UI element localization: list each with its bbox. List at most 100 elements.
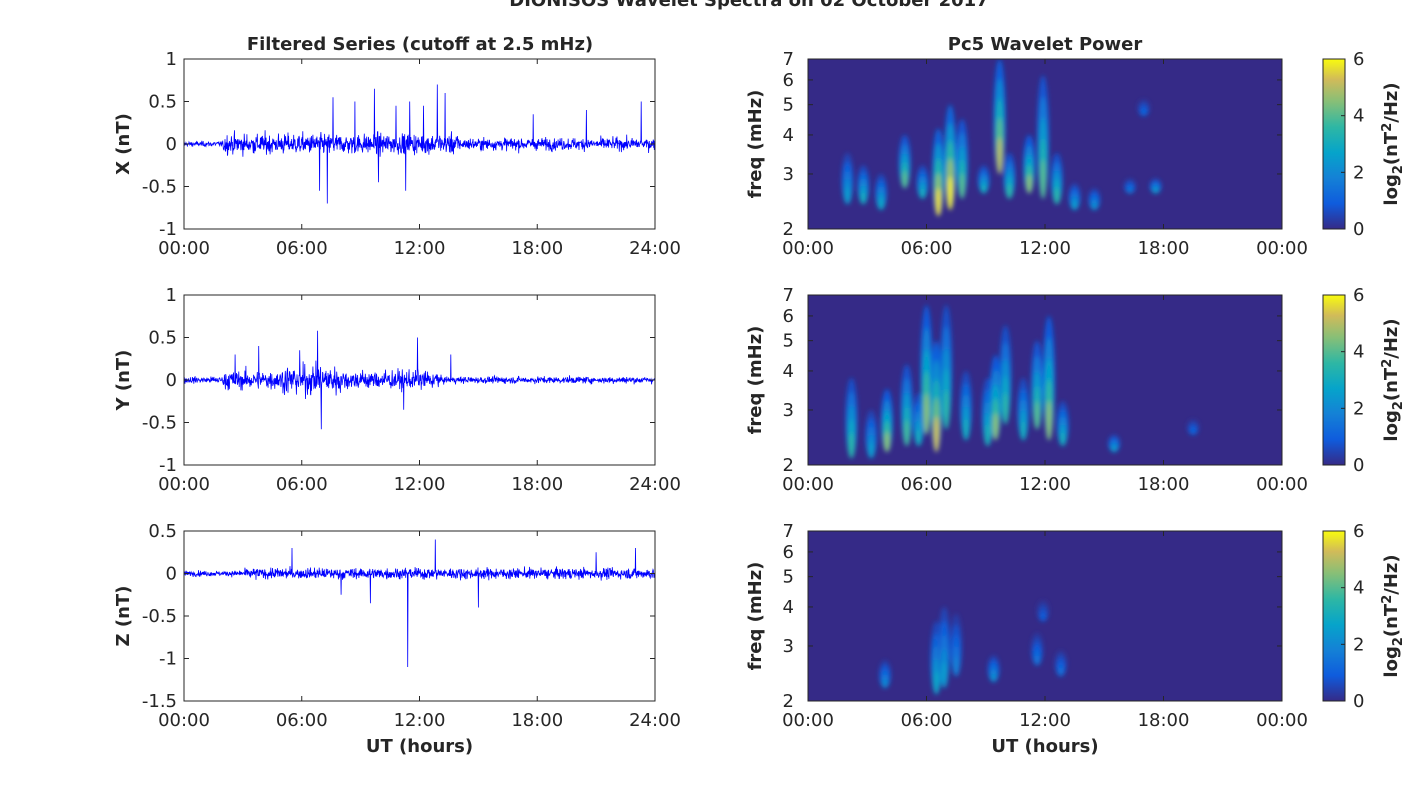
colorbar-label: log2(nT2/Hz) — [1380, 318, 1406, 441]
power-blob — [848, 432, 855, 459]
x-tick-label: 00:00 — [1256, 238, 1308, 259]
power-blob — [1020, 420, 1027, 441]
y-tick-label: 3 — [783, 164, 794, 185]
x-tick-label: 00:00 — [1256, 710, 1308, 731]
colorbar-label-part: 2 — [1391, 165, 1406, 174]
colorbar-label-part: 2 — [1391, 637, 1406, 646]
power-blob — [1071, 201, 1078, 211]
series-panel-1: -1 -0.5 0 0.5 1 00:00 06:00 12:00 18:00 24:00 X (n… — [113, 49, 681, 259]
power-blob — [953, 656, 959, 677]
y-tick-label: -1 — [159, 455, 177, 476]
y-tick-label: 7 — [783, 521, 794, 542]
power-blob — [915, 429, 922, 447]
x-tick-label: 00:00 — [782, 474, 834, 495]
y-tick-label: 2 — [783, 219, 794, 240]
x-tick-label: 06:00 — [276, 238, 328, 259]
power-blob — [1002, 392, 1009, 425]
y-tick-label: 0 — [166, 134, 177, 155]
y-tick-label: -0.5 — [142, 177, 177, 198]
colorbar-label-part: (nT — [1381, 603, 1402, 637]
y-tick-label: -1.5 — [142, 691, 177, 712]
y-tick-label: -1 — [159, 219, 177, 240]
y-tick-label: 5 — [783, 95, 794, 116]
power-blob — [1091, 203, 1098, 211]
x-tick-label: 18:00 — [1138, 238, 1190, 259]
colorbar-tick-label: 0 — [1353, 691, 1364, 712]
power-blob — [1059, 431, 1066, 447]
colorbar-tick-label: 2 — [1353, 634, 1364, 655]
colorbar-label-part: log — [1381, 410, 1402, 441]
colorbar-gradient — [1322, 294, 1346, 466]
y-tick-label: -0.5 — [142, 606, 177, 627]
power-blob — [1111, 446, 1117, 453]
y-axis-label: freq (mHz) — [745, 90, 766, 199]
left-column-title: Filtered Series (cutoff at 2.5 mHz) — [247, 34, 593, 55]
power-blob — [959, 173, 965, 199]
power-blob — [923, 393, 930, 435]
power-blob — [1034, 655, 1040, 666]
y-axis-label: Y (nT) — [113, 350, 134, 412]
y-tick-label: 0.5 — [148, 521, 177, 542]
colorbar-label-part: log — [1381, 174, 1402, 205]
colorbar-label: log2(nT2/Hz) — [1380, 554, 1406, 677]
x-tick-label: 00:00 — [782, 238, 834, 259]
y-axis-label: X (nT) — [113, 113, 134, 175]
power-blob — [992, 412, 999, 441]
colorbar-label-part: (nT — [1381, 131, 1402, 165]
y-tick-label: 0.5 — [148, 328, 177, 349]
y-tick-label: 5 — [783, 331, 794, 352]
x-tick-label: 12:00 — [1019, 474, 1071, 495]
power-blob — [933, 416, 940, 453]
y-tick-label: 0 — [166, 370, 177, 391]
colorbar-label-part: 2 — [1380, 123, 1395, 132]
power-blobs — [845, 305, 1200, 459]
power-blob — [1040, 159, 1046, 199]
y-tick-label: 1 — [166, 49, 177, 70]
x-tick-label: 06:00 — [901, 238, 953, 259]
x-tick-label: 06:00 — [276, 710, 328, 731]
x-axis-label: UT (hours) — [991, 736, 1098, 757]
x-tick-label: 06:00 — [901, 474, 953, 495]
power-blobs — [879, 600, 1067, 695]
power-blob — [1046, 400, 1052, 441]
colorbar-label-part: /Hz) — [1381, 318, 1402, 358]
colorbar-gradient — [1322, 58, 1346, 230]
y-axis-label: freq (mHz) — [745, 562, 766, 671]
axes-box — [183, 530, 656, 702]
power-blob — [903, 419, 910, 447]
colorbar-tick-label: 6 — [1353, 521, 1364, 542]
x-tick-label: 06:00 — [276, 474, 328, 495]
series-line — [183, 539, 656, 668]
x-tick-label: 24:00 — [629, 238, 681, 259]
power-blob — [878, 198, 884, 211]
power-blob — [1152, 188, 1159, 194]
x-tick-label: 18:00 — [511, 238, 563, 259]
colorbar-label-part: 2 — [1391, 401, 1406, 410]
series-line — [183, 84, 656, 204]
x-tick-label: 18:00 — [511, 710, 563, 731]
colorbar-tick-label: 0 — [1353, 455, 1364, 476]
colorbar-tick-label: 2 — [1353, 162, 1364, 183]
y-axis-label: freq (mHz) — [745, 326, 766, 435]
power-blobs — [841, 59, 1162, 217]
power-blob — [1127, 188, 1133, 194]
y-tick-label: 2 — [783, 455, 794, 476]
power-blob — [844, 187, 851, 205]
x-tick-label: 12:00 — [1019, 710, 1071, 731]
x-tick-label: 00:00 — [158, 238, 210, 259]
series-panel-2: -1 -0.5 0 0.5 1 00:00 06:00 12:00 18:00 24:00 Y (n… — [113, 285, 681, 495]
power-blob — [1190, 429, 1196, 435]
figure-title: DIONISOS Wavelet Spectra on 02 October 2… — [509, 0, 988, 11]
power-blob — [860, 191, 867, 205]
y-tick-label: 6 — [783, 70, 794, 91]
power-blob — [1034, 401, 1040, 430]
y-tick-label: 2 — [783, 691, 794, 712]
series-panel-3: -1.5 -1 -0.5 0 0.5 00:00 06:00 12:00 18:00 24:00 Z… — [113, 521, 681, 757]
power-blob — [963, 418, 969, 441]
power-blob — [882, 679, 888, 689]
x-tick-label: 12:00 — [1019, 238, 1071, 259]
power-blob — [943, 389, 950, 430]
